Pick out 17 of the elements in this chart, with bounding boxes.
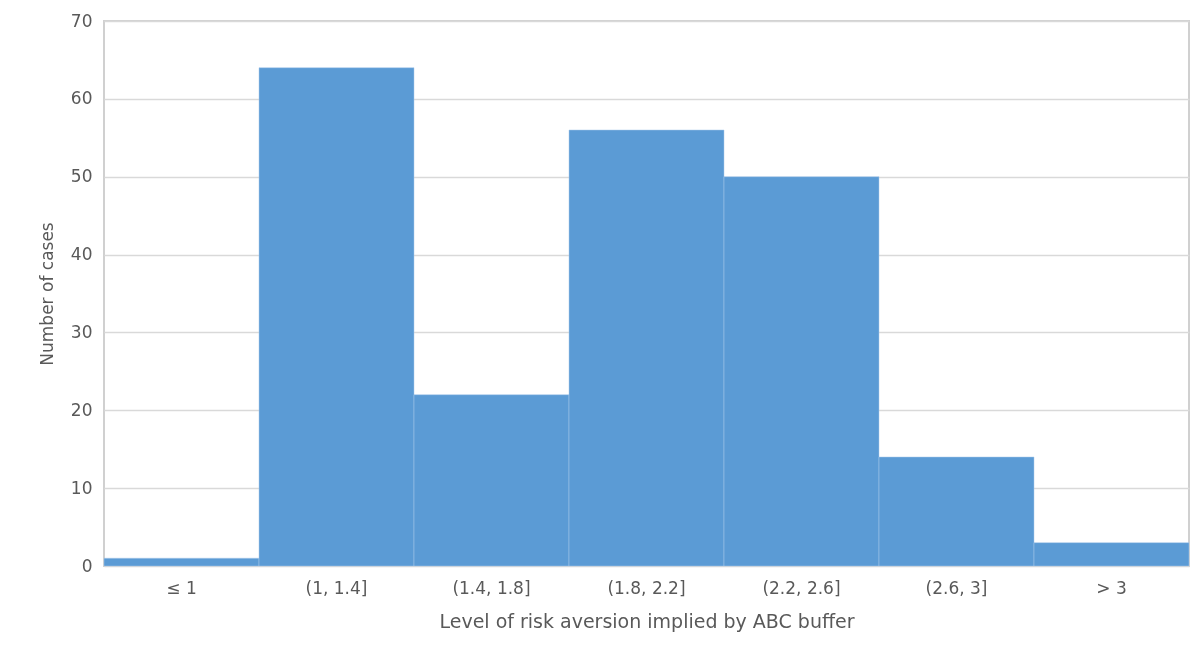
y-tick-label: 0 <box>81 555 93 576</box>
y-tick-label: 10 <box>70 477 93 498</box>
x-tick-label: (2.6, 3] <box>925 577 988 598</box>
x-tick-label: ≤ 1 <box>166 577 197 598</box>
y-tick-label: 40 <box>70 244 93 265</box>
x-axis-title: Level of risk aversion implied by ABC buffer <box>439 609 855 632</box>
y-axis-title: Number of cases <box>36 222 57 366</box>
x-tick-label: (2.2, 2.6] <box>762 577 841 598</box>
y-tick-label: 70 <box>70 10 93 31</box>
y-tick-label: 20 <box>70 399 93 420</box>
y-tick-label: 50 <box>70 166 93 187</box>
x-tick-label: (1, 1.4] <box>305 577 368 598</box>
x-tick-label: (1.8, 2.2] <box>607 577 686 598</box>
x-tick-label: (1.4, 1.8] <box>452 577 531 598</box>
x-tick-label: > 3 <box>1096 577 1127 598</box>
y-tick-label: 30 <box>70 321 93 342</box>
y-tick-label: 60 <box>70 88 93 109</box>
